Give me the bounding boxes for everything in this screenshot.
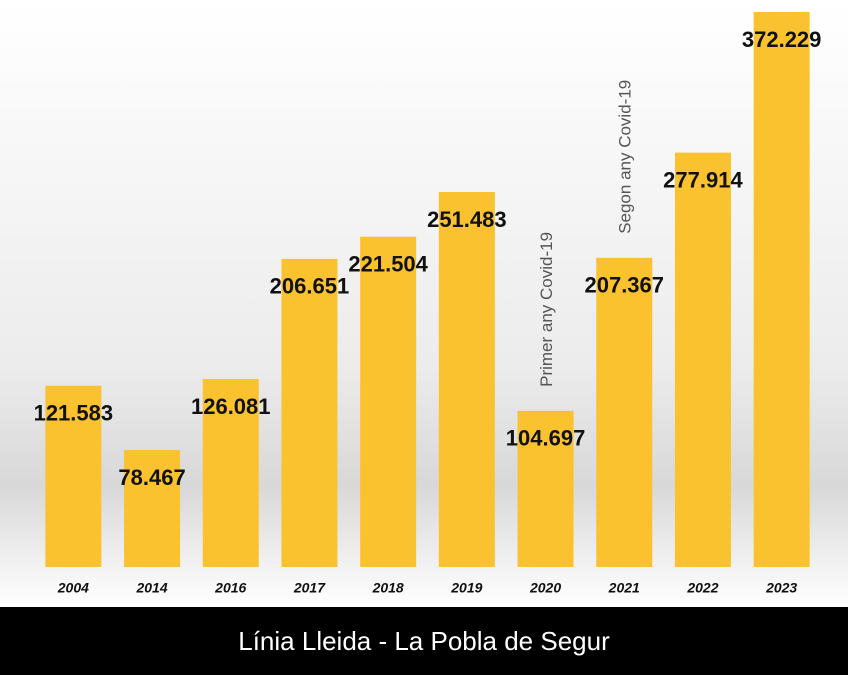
x-tick-label: 2018 (372, 580, 404, 596)
bar (45, 385, 102, 567)
bar (596, 257, 653, 567)
x-tick-label: 2021 (608, 580, 640, 596)
value-label: 126.081 (191, 394, 271, 419)
bar (438, 192, 495, 567)
x-tick-label: 2023 (765, 580, 797, 596)
value-label: 221.504 (348, 252, 428, 277)
x-tick-label: 2017 (293, 580, 326, 596)
value-label: 277.914 (663, 167, 743, 192)
x-tick-label: 2016 (214, 580, 246, 596)
bar (674, 152, 731, 568)
value-label: 78.467 (118, 465, 185, 490)
bar (281, 258, 338, 567)
annotation: Segon any Covid-19 (616, 80, 635, 234)
x-tick-label: 2004 (57, 580, 89, 596)
x-tick-label: 2022 (686, 580, 718, 596)
footer-band (0, 607, 848, 675)
value-label: 251.483 (427, 207, 507, 232)
value-label: 121.583 (34, 401, 114, 426)
value-label: 206.651 (270, 274, 350, 299)
annotation: Primer any Covid-19 (537, 232, 556, 387)
value-label: 207.367 (584, 273, 664, 298)
bar (517, 410, 574, 567)
value-label: 372.229 (742, 27, 822, 52)
bar (360, 236, 417, 567)
chart-title: Línia Lleida - La Pobla de Segur (238, 626, 610, 656)
bar (202, 379, 259, 567)
bar (124, 450, 181, 567)
value-label: 104.697 (506, 426, 586, 451)
x-tick-label: 2019 (450, 580, 482, 596)
bar (753, 12, 810, 567)
x-tick-label: 2014 (135, 580, 167, 596)
x-tick-label: 2020 (529, 580, 561, 596)
